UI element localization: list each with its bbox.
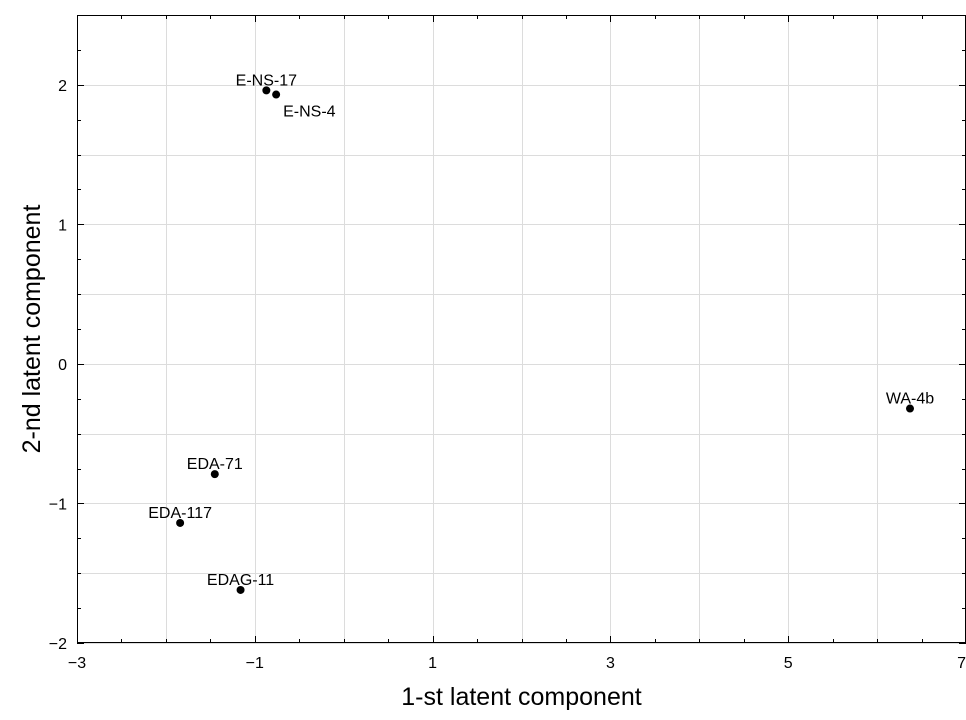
x-axis-title: 1-st latent component: [401, 683, 641, 711]
x-axis-tick-labels: −3 −1 1 3 5 7: [68, 655, 966, 672]
x-tick-label: 1: [428, 655, 437, 672]
data-point: EDAG-11: [207, 572, 274, 594]
data-point-label: E-NS-17: [236, 72, 297, 89]
y-tick-label: 0: [58, 357, 67, 374]
data-point-marker: [272, 90, 281, 99]
x-tick-label: 5: [784, 655, 793, 672]
data-point-marker: [210, 470, 219, 479]
data-points: E-NS-17 E-NS-4 WA-4b EDA-71 EDA-117 EDAG-11: [148, 72, 934, 594]
data-point-label: EDA-71: [187, 456, 243, 473]
data-point: WA-4b: [886, 391, 934, 413]
data-point-marker: [176, 518, 185, 527]
y-axis-title: 2-nd latent component: [18, 205, 46, 454]
data-point-label: EDA-117: [148, 505, 212, 522]
y-axis-tick-labels: −2 −1 0 1 2: [49, 78, 67, 653]
y-tick-label: 2: [58, 78, 67, 95]
data-point-marker: [236, 585, 245, 594]
data-point: EDA-117: [148, 505, 212, 527]
axis-ticks: [77, 15, 966, 644]
data-point-label: EDAG-11: [207, 572, 274, 589]
data-point: E-NS-4: [272, 90, 336, 121]
x-tick-label: 7: [957, 655, 966, 672]
y-tick-label: −2: [49, 636, 67, 653]
data-point-marker: [262, 86, 271, 95]
data-point-marker: [905, 404, 914, 413]
plot-area-frame: [77, 15, 966, 643]
data-point-label: WA-4b: [886, 391, 934, 408]
x-tick-label: −1: [246, 655, 264, 672]
data-point: E-NS-17: [236, 72, 297, 95]
y-tick-label: −1: [49, 496, 67, 513]
data-point-label: E-NS-4: [283, 104, 336, 121]
grid: [77, 15, 966, 644]
x-tick-label: −3: [68, 655, 86, 672]
data-point: EDA-71: [187, 456, 243, 479]
x-tick-label: 3: [606, 655, 615, 672]
y-tick-label: 1: [58, 217, 67, 234]
